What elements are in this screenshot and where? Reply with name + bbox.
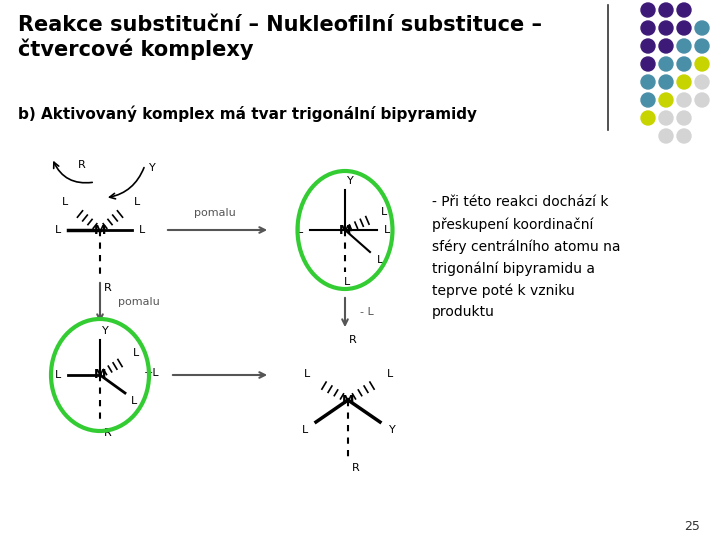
Circle shape [677, 3, 691, 17]
Text: L: L [62, 197, 68, 207]
Circle shape [659, 75, 673, 89]
Text: teprve poté k vzniku: teprve poté k vzniku [432, 283, 575, 298]
Text: trigonální bipyramidu a: trigonální bipyramidu a [432, 261, 595, 275]
Circle shape [641, 57, 655, 71]
Text: L: L [344, 277, 350, 287]
Circle shape [641, 21, 655, 35]
Text: L: L [133, 348, 139, 358]
Circle shape [641, 93, 655, 107]
Text: L: L [381, 207, 387, 217]
Circle shape [659, 39, 673, 53]
Text: L: L [134, 197, 140, 207]
Circle shape [695, 21, 709, 35]
Circle shape [695, 93, 709, 107]
Circle shape [695, 75, 709, 89]
Circle shape [677, 57, 691, 71]
Text: pomalu: pomalu [194, 208, 236, 218]
Text: L: L [384, 225, 390, 235]
Text: M: M [94, 368, 106, 381]
Circle shape [677, 75, 691, 89]
Circle shape [677, 39, 691, 53]
Text: - Při této reakci dochází k: - Při této reakci dochází k [432, 195, 608, 209]
Circle shape [659, 111, 673, 125]
Text: M: M [342, 394, 354, 407]
Circle shape [695, 57, 709, 71]
Text: R: R [104, 283, 112, 293]
Circle shape [677, 21, 691, 35]
Text: L: L [139, 225, 145, 235]
Text: R: R [78, 160, 86, 170]
Circle shape [677, 93, 691, 107]
Circle shape [677, 111, 691, 125]
Text: čtvercové komplexy: čtvercové komplexy [18, 38, 253, 59]
Text: přeskupení koordinační: přeskupení koordinační [432, 217, 593, 232]
Text: Y: Y [389, 425, 395, 435]
Text: Reakce substituční – Nukleofilní substituce –: Reakce substituční – Nukleofilní substit… [18, 15, 542, 35]
Text: L: L [55, 370, 61, 380]
Text: L: L [302, 425, 308, 435]
Text: 25: 25 [684, 520, 700, 533]
Text: M: M [94, 224, 106, 237]
Text: +L: +L [144, 368, 160, 378]
Text: L: L [297, 225, 303, 235]
Circle shape [659, 57, 673, 71]
Circle shape [677, 129, 691, 143]
Text: M: M [339, 224, 351, 237]
Text: L: L [387, 369, 393, 379]
Circle shape [659, 93, 673, 107]
Text: L: L [131, 396, 137, 406]
Text: produktu: produktu [432, 305, 495, 319]
Text: Y: Y [148, 163, 156, 173]
Text: sféry centrálního atomu na: sféry centrálního atomu na [432, 239, 621, 253]
Text: L: L [377, 255, 383, 265]
Text: R: R [349, 335, 357, 345]
Text: b) Aktivovaný komplex má tvar trigonální bipyramidy: b) Aktivovaný komplex má tvar trigonální… [18, 105, 477, 122]
Circle shape [695, 39, 709, 53]
Text: Y: Y [346, 176, 354, 186]
Circle shape [659, 129, 673, 143]
Circle shape [659, 21, 673, 35]
Text: - L: - L [360, 307, 374, 317]
Circle shape [641, 39, 655, 53]
Text: R: R [104, 428, 112, 438]
Circle shape [659, 3, 673, 17]
Circle shape [641, 111, 655, 125]
Text: pomalu: pomalu [118, 297, 160, 307]
Text: L: L [304, 369, 310, 379]
Text: L: L [55, 225, 61, 235]
Circle shape [641, 75, 655, 89]
Text: Y: Y [102, 326, 109, 336]
Circle shape [641, 3, 655, 17]
Text: R: R [352, 463, 360, 473]
